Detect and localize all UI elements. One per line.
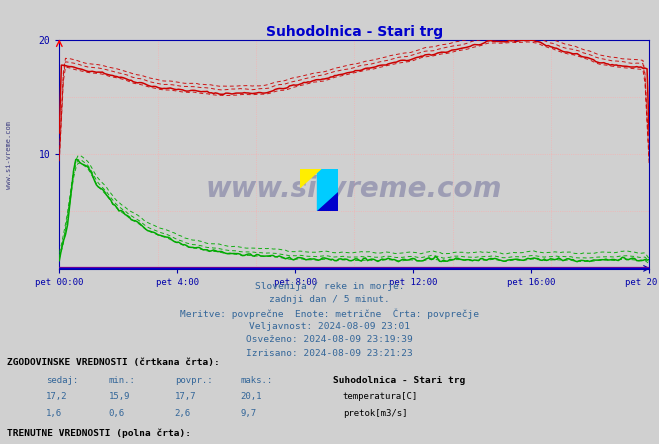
Text: pretok[m3/s]: pretok[m3/s]: [343, 409, 407, 418]
Text: sedaj:: sedaj:: [46, 376, 78, 385]
Text: 17,7: 17,7: [175, 392, 196, 401]
Polygon shape: [317, 169, 338, 211]
Text: 2,6: 2,6: [175, 409, 190, 418]
Text: zadnji dan / 5 minut.: zadnji dan / 5 minut.: [269, 295, 390, 304]
Text: 20,1: 20,1: [241, 392, 262, 401]
Text: maks.:: maks.:: [241, 376, 273, 385]
Text: www.si-vreme.com: www.si-vreme.com: [5, 121, 12, 190]
Text: Meritve: povprečne  Enote: metrične  Črta: povprečje: Meritve: povprečne Enote: metrične Črta:…: [180, 309, 479, 319]
Text: 1,6: 1,6: [46, 409, 62, 418]
Text: 15,9: 15,9: [109, 392, 130, 401]
Text: Osveženo: 2024-08-09 23:19:39: Osveženo: 2024-08-09 23:19:39: [246, 335, 413, 344]
Text: 0,6: 0,6: [109, 409, 125, 418]
Text: 17,2: 17,2: [46, 392, 68, 401]
Polygon shape: [300, 169, 321, 188]
Text: Izrisano: 2024-08-09 23:21:23: Izrisano: 2024-08-09 23:21:23: [246, 349, 413, 357]
Text: Suhodolnica - Stari trg: Suhodolnica - Stari trg: [333, 376, 465, 385]
Text: ZGODOVINSKE VREDNOSTI (črtkana črta):: ZGODOVINSKE VREDNOSTI (črtkana črta):: [7, 358, 219, 367]
Text: 9,7: 9,7: [241, 409, 256, 418]
Title: Suhodolnica - Stari trg: Suhodolnica - Stari trg: [266, 25, 443, 39]
Text: Slovenija / reke in morje.: Slovenija / reke in morje.: [255, 282, 404, 291]
Text: Veljavnost: 2024-08-09 23:01: Veljavnost: 2024-08-09 23:01: [249, 322, 410, 331]
Text: www.si-vreme.com: www.si-vreme.com: [206, 174, 502, 202]
Text: min.:: min.:: [109, 376, 136, 385]
Text: temperatura[C]: temperatura[C]: [343, 392, 418, 401]
Text: TRENUTNE VREDNOSTI (polna črta):: TRENUTNE VREDNOSTI (polna črta):: [7, 428, 190, 437]
Polygon shape: [317, 192, 338, 211]
Text: povpr.:: povpr.:: [175, 376, 212, 385]
